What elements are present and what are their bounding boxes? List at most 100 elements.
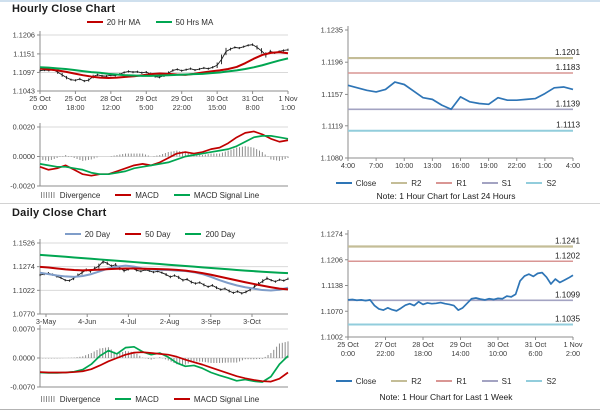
svg-text:4:00: 4:00: [566, 161, 580, 170]
legend-label: R2: [411, 376, 422, 386]
legend-label: MACD: [135, 394, 159, 404]
svg-text:18:00: 18:00: [414, 349, 432, 358]
legend-item-s1: S1: [481, 178, 512, 188]
svg-text:1:00: 1:00: [281, 103, 295, 112]
svg-text:12:00: 12:00: [102, 103, 120, 112]
svg-text:27 Oct: 27 Oct: [375, 340, 397, 349]
svg-text:2-Aug: 2-Aug: [160, 317, 179, 326]
svg-text:30 Oct: 30 Oct: [487, 340, 509, 349]
line-swatch: [64, 233, 81, 235]
legend-label: S1: [501, 178, 512, 188]
svg-text:28 Oct: 28 Oct: [412, 340, 434, 349]
svg-text:14:00: 14:00: [451, 349, 469, 358]
top-border: [0, 0, 600, 2]
svg-text:16:00: 16:00: [451, 161, 469, 170]
svg-text:4-Jul: 4-Jul: [120, 317, 136, 326]
svg-text:30 Oct: 30 Oct: [206, 94, 228, 103]
level-r2: 1.1241: [348, 236, 580, 248]
line-swatch: [173, 194, 190, 196]
svg-text:1.1035: 1.1035: [555, 315, 580, 324]
legend-label: 50 Day: [145, 229, 171, 239]
svg-text:10:00: 10:00: [489, 349, 507, 358]
legend-item-r1: R1: [436, 377, 467, 386]
series-50-day: [39, 265, 289, 291]
svg-text:29 Oct: 29 Oct: [136, 94, 158, 103]
series-close: [347, 271, 574, 312]
svg-text:1.1201: 1.1201: [555, 48, 580, 57]
legend-label: R2: [411, 178, 422, 188]
svg-text:1.1097: 1.1097: [13, 68, 35, 77]
line-swatch: [115, 194, 132, 196]
divergence-bars-swatch: [40, 396, 56, 402]
svg-text:1.1099: 1.1099: [555, 290, 580, 299]
svg-text:31 Oct: 31 Oct: [242, 94, 264, 103]
legend-label: MACD Signal Line: [193, 394, 260, 404]
svg-text:1.1196: 1.1196: [321, 58, 343, 67]
level-s2: 1.1035: [348, 315, 580, 326]
svg-text:7:00: 7:00: [369, 161, 383, 170]
legend-item-s2: S2: [526, 179, 556, 188]
svg-text:19:00: 19:00: [479, 161, 497, 170]
svg-text:1.1043: 1.1043: [13, 87, 35, 96]
line-swatch: [391, 380, 408, 382]
svg-text:0.0000: 0.0000: [13, 354, 35, 363]
line-swatch: [155, 21, 172, 23]
svg-text:25 Oct: 25 Oct: [65, 94, 87, 103]
svg-text:1.1274: 1.1274: [13, 262, 35, 271]
legend-item-close: Close: [335, 377, 376, 386]
legend-item-20-hr-ma: 20 Hr MA: [86, 18, 141, 27]
svg-text:29 Oct: 29 Oct: [171, 94, 193, 103]
svg-text:4:00: 4:00: [341, 161, 355, 170]
daily-sr-legend: Close R2 R1 S1 S2: [300, 376, 592, 386]
legend-label: MACD Signal Line: [193, 190, 260, 200]
series-macd-signal-line: [39, 351, 289, 383]
legend-item-50-hrs-ma: 50 Hrs MA: [155, 17, 214, 27]
divergence-bars: [39, 146, 289, 161]
svg-text:25 Oct: 25 Oct: [337, 340, 359, 349]
svg-text:6:00: 6:00: [528, 349, 542, 358]
svg-text:22:00: 22:00: [508, 161, 526, 170]
divergence-bars-swatch: [40, 192, 56, 198]
svg-text:1.1151: 1.1151: [13, 49, 35, 58]
hourly-ma-legend: 20 Hr MA 50 Hrs MA: [0, 17, 300, 27]
svg-text:1:00: 1:00: [538, 161, 552, 170]
line-swatch: [481, 380, 498, 382]
level-r2: 1.1201: [348, 48, 580, 60]
series-macd: [39, 130, 289, 177]
svg-text:1.1206: 1.1206: [321, 255, 343, 264]
svg-text:1.1235: 1.1235: [321, 26, 343, 35]
svg-text:3-Oct: 3-Oct: [243, 317, 261, 326]
svg-text:1.1080: 1.1080: [321, 154, 343, 163]
svg-text:2:00: 2:00: [566, 349, 580, 358]
svg-text:0.0070: 0.0070: [13, 325, 35, 334]
svg-text:29 Oct: 29 Oct: [450, 340, 472, 349]
legend-label: S2: [546, 376, 557, 386]
svg-text:1 Nov: 1 Nov: [563, 340, 582, 349]
line-swatch: [335, 182, 352, 184]
hourly-sr-note: Note: 1 Hour Chart for Last 24 Hours: [376, 191, 516, 201]
line-swatch: [173, 398, 190, 400]
legend-item-macd-signal-line: MACD Signal Line: [173, 190, 260, 200]
svg-text:15:00: 15:00: [208, 103, 226, 112]
daily-macd-legend: Divergence MACD MACD Signal Line: [0, 394, 300, 404]
svg-text:-0.0070: -0.0070: [10, 383, 35, 392]
svg-text:0.0000: 0.0000: [13, 152, 35, 161]
legend-label: 50 Hrs MA: [175, 17, 214, 27]
svg-text:3-May: 3-May: [36, 317, 57, 326]
legend-item-r2: R2: [391, 179, 421, 188]
svg-text:1.1202: 1.1202: [555, 251, 580, 260]
series-macd: [39, 345, 289, 383]
daily-macd-chart: 0.0070 0.0000 -0.0070: [10, 325, 289, 392]
svg-text:5:00: 5:00: [139, 103, 153, 112]
legend-item-divergence: Divergence: [40, 191, 100, 200]
bottom-border: [0, 409, 600, 410]
legend-label: R1: [456, 178, 467, 188]
svg-text:1.1022: 1.1022: [13, 286, 35, 295]
line-swatch: [436, 182, 453, 184]
series-50-hrs-ma: [39, 57, 289, 77]
